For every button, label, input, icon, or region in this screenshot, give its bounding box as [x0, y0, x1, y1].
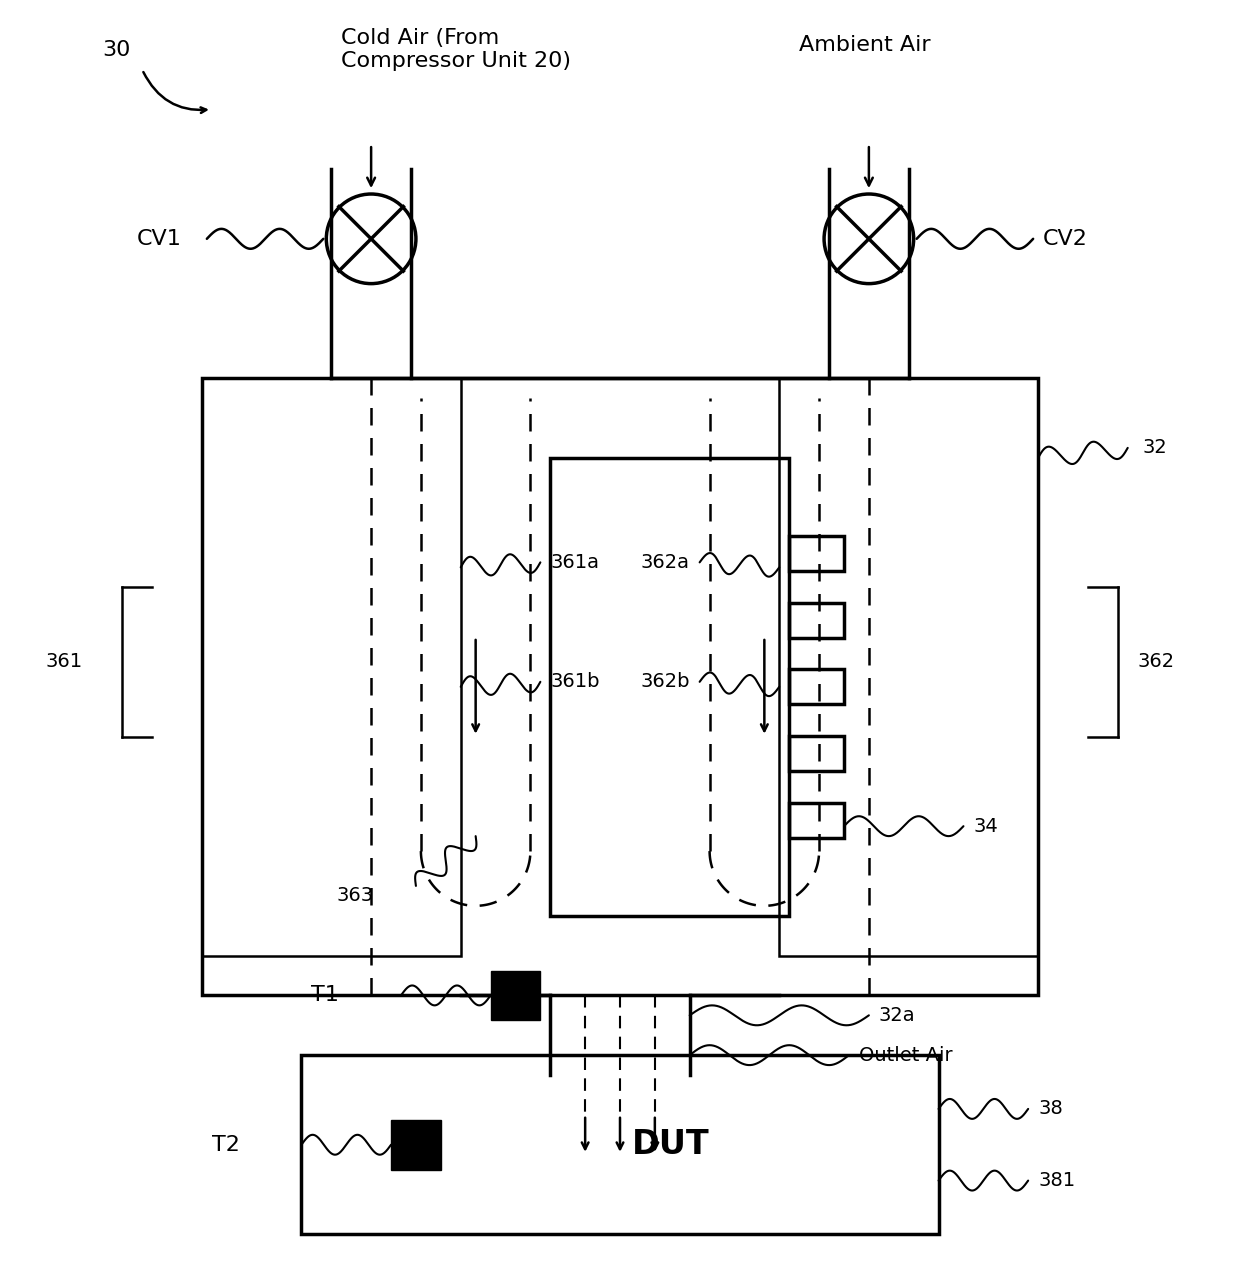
Bar — [551, 458, 789, 916]
Bar — [779, 378, 1038, 955]
Text: 361b: 361b — [551, 672, 600, 691]
Text: CV1: CV1 — [138, 229, 182, 248]
Text: 363: 363 — [336, 887, 373, 905]
Text: 361: 361 — [46, 653, 82, 672]
Bar — [789, 535, 844, 571]
Text: T2: T2 — [212, 1135, 239, 1154]
Bar — [789, 602, 844, 637]
Bar — [202, 378, 1038, 995]
Text: 38: 38 — [1038, 1099, 1063, 1118]
Text: 362a: 362a — [641, 553, 689, 571]
Text: T1: T1 — [311, 986, 340, 1005]
Text: 361a: 361a — [551, 553, 599, 571]
Text: Outlet Air: Outlet Air — [859, 1045, 952, 1064]
Bar — [491, 970, 541, 1021]
Bar — [789, 803, 844, 838]
Text: 30: 30 — [103, 40, 130, 59]
Text: 362: 362 — [1137, 653, 1174, 672]
Text: Cold Air (From
Compressor Unit 20): Cold Air (From Compressor Unit 20) — [341, 28, 572, 71]
Bar — [789, 736, 844, 771]
Text: DUT: DUT — [632, 1129, 709, 1161]
Text: 34: 34 — [973, 817, 998, 835]
Text: 32: 32 — [1142, 439, 1167, 457]
Text: 362b: 362b — [640, 672, 689, 691]
Text: 381: 381 — [1038, 1171, 1075, 1190]
Text: CV2: CV2 — [1043, 229, 1087, 248]
Bar — [391, 1120, 440, 1170]
Text: 32a: 32a — [879, 1006, 915, 1024]
Bar — [789, 669, 844, 704]
Bar — [202, 378, 461, 955]
Text: Ambient Air: Ambient Air — [800, 35, 931, 54]
Bar — [301, 1055, 939, 1234]
